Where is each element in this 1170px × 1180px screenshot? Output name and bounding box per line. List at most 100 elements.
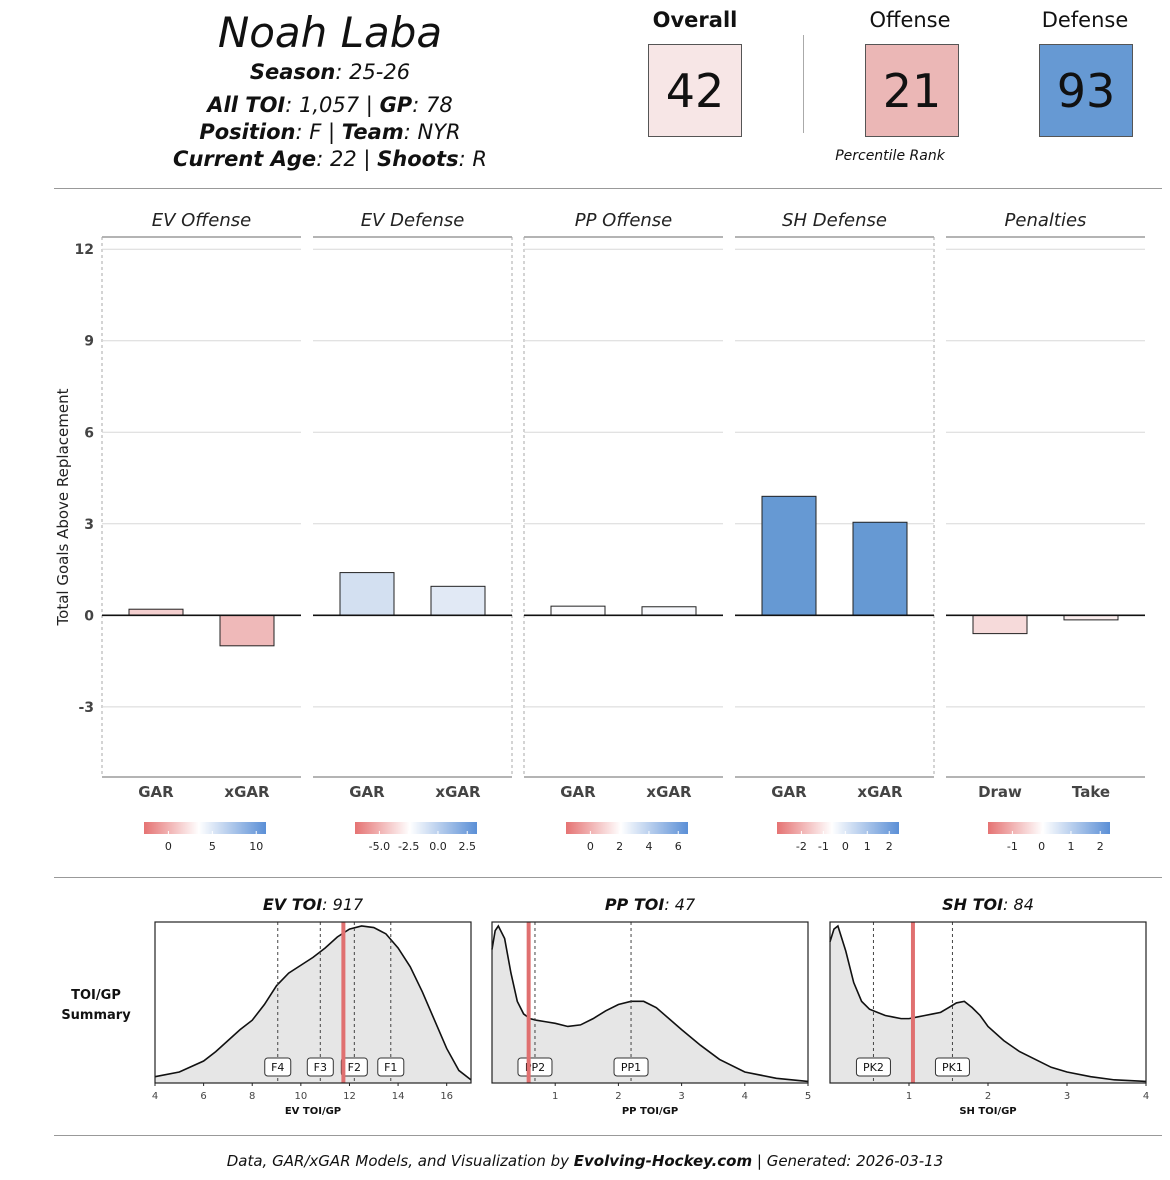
toi-panel-title: SH TOI: 84 <box>942 895 1034 914</box>
density-line <box>491 924 809 1083</box>
tier-marker-box <box>264 1057 292 1077</box>
overall-label: Overall <box>652 8 738 32</box>
x-tick-label: 5 <box>805 1091 811 1102</box>
legend-tick-label: 0 <box>842 840 849 853</box>
x-tick-label: 10 <box>294 1091 307 1102</box>
legend-tick-label: 2 <box>616 840 623 853</box>
toi-panel-sh-toi: SH TOI: 84 PK2 PK1 1 2 3 4 SH TOI/GP <box>829 895 1149 1117</box>
panel-title: EV Defense <box>361 210 465 231</box>
legend-tick-label: 1 <box>1067 840 1074 853</box>
x-axis-label: PP TOI/GP <box>622 1106 678 1117</box>
bar-draw <box>972 614 1028 635</box>
side-label: Summary <box>61 1008 131 1023</box>
bar-xgar <box>641 606 697 616</box>
y-tick-label: 12 <box>75 242 94 258</box>
bar-xgar <box>852 521 908 616</box>
legend-tick-label: 10 <box>249 840 263 853</box>
y-tick-label: 9 <box>84 334 94 350</box>
bar-gar <box>550 605 606 616</box>
tier-marker-box <box>855 1057 891 1077</box>
x-tick-label: GAR <box>138 783 174 801</box>
tier-marker-label: F3 <box>314 1061 327 1074</box>
y-axis-label: Total Goals Above Replacement <box>54 388 72 626</box>
density-area <box>155 926 471 1083</box>
x-tick-label: 14 <box>392 1091 405 1102</box>
x-tick-label: 3 <box>678 1091 684 1102</box>
bar-gar <box>339 572 395 616</box>
tier-marker-box <box>377 1057 405 1077</box>
tier-marker-label: PP1 <box>621 1061 641 1074</box>
toi-line: All TOI: 1,057 | GP: 78 <box>207 93 453 117</box>
bar-gar <box>128 608 184 616</box>
density-line <box>154 925 472 1081</box>
tier-marker-label: PK2 <box>863 1061 884 1074</box>
y-tick-label: 3 <box>84 517 94 533</box>
tier-marker-label: F4 <box>271 1061 284 1074</box>
tier-marker-box <box>517 1057 553 1077</box>
tier-marker-box <box>613 1057 649 1077</box>
player-name: Noah Laba <box>217 8 443 57</box>
legend-colorbar <box>777 822 899 834</box>
score-divider <box>803 35 804 133</box>
x-tick-label: xGAR <box>224 783 270 801</box>
defense-label: Defense <box>1041 8 1129 32</box>
x-tick-label: Take <box>1072 783 1110 801</box>
toi-panel-frame <box>154 921 472 1084</box>
legend-tick-label: 1 <box>864 840 871 853</box>
defense-score-box: 93 <box>1039 44 1133 137</box>
legend-colorbar <box>144 822 266 834</box>
x-tick-label: 2 <box>615 1091 621 1102</box>
x-tick-label: 4 <box>742 1091 748 1102</box>
panel-ev-defense: EV Defense GAR xGAR -5.0 -2.5 0.0 2.5 <box>313 210 513 853</box>
bar-xgar <box>430 585 486 616</box>
percentile-rank-label: Percentile Rank <box>835 148 945 164</box>
x-tick-label: Draw <box>978 783 1022 801</box>
legend-tick-label: -2.5 <box>398 840 419 853</box>
tier-marker-box <box>934 1057 970 1077</box>
panel-penalties: Penalties Draw Take -1 0 1 2 <box>946 210 1145 853</box>
legend-colorbar <box>566 822 688 834</box>
legend-tick-label: 0 <box>1038 840 1045 853</box>
x-tick-label: 4 <box>152 1091 158 1102</box>
toi-panel-frame <box>491 921 809 1084</box>
age-line: Current Age: 22 | Shoots: R <box>173 147 487 171</box>
x-tick-label: 8 <box>249 1091 255 1102</box>
tier-marker-label: F2 <box>348 1061 361 1074</box>
x-axis-label: SH TOI/GP <box>959 1106 1016 1117</box>
bar-gar <box>761 495 817 616</box>
y-tick-label: -3 <box>78 700 94 716</box>
x-tick-label: xGAR <box>435 783 481 801</box>
legend-tick-label: -1 <box>818 840 829 853</box>
density-area <box>830 926 1146 1083</box>
x-tick-label: 1 <box>552 1091 558 1102</box>
legend-tick-label: 2.5 <box>458 840 476 853</box>
panel-pp-offense: PP Offense GAR xGAR 0 2 4 6 <box>523 210 723 853</box>
footer-credit: Data, GAR/xGAR Models, and Visualization… <box>226 1152 944 1170</box>
x-tick-label: 16 <box>440 1091 453 1102</box>
y-tick-label: 0 <box>84 608 94 624</box>
legend-tick-label: -5.0 <box>369 840 390 853</box>
panel-title: SH Defense <box>782 210 887 231</box>
panel-title: Penalties <box>1005 210 1087 231</box>
x-axis-label: EV TOI/GP <box>285 1106 341 1117</box>
x-tick-label: xGAR <box>857 783 903 801</box>
legend-colorbar <box>355 822 477 834</box>
toi-panel-title: EV TOI: 917 <box>263 895 364 914</box>
x-tick-label: GAR <box>349 783 385 801</box>
x-tick-label: 3 <box>1064 1091 1070 1102</box>
legend-tick-label: 0.0 <box>429 840 447 853</box>
header-divider <box>54 188 1162 189</box>
legend-tick-label: 4 <box>645 840 652 853</box>
legend-tick-label: 6 <box>675 840 682 853</box>
toi-panel-title: PP TOI: 47 <box>605 895 696 914</box>
tier-marker-label: F1 <box>384 1061 397 1074</box>
panel-ev-offense: EV Offense GAR xGAR 0 5 10 <box>101 210 301 853</box>
y-tick-label: 6 <box>84 425 94 441</box>
x-tick-label: 4 <box>1143 1091 1149 1102</box>
offense-label: Offense <box>869 8 951 32</box>
season-line: Season: 25-26 <box>249 60 411 84</box>
x-tick-label: GAR <box>771 783 807 801</box>
toi-panel-ev-toi: EV TOI: 917 F4 F3 F2 F1 4 6 8 10 12 14 16 EV TOI/GP <box>152 895 472 1117</box>
